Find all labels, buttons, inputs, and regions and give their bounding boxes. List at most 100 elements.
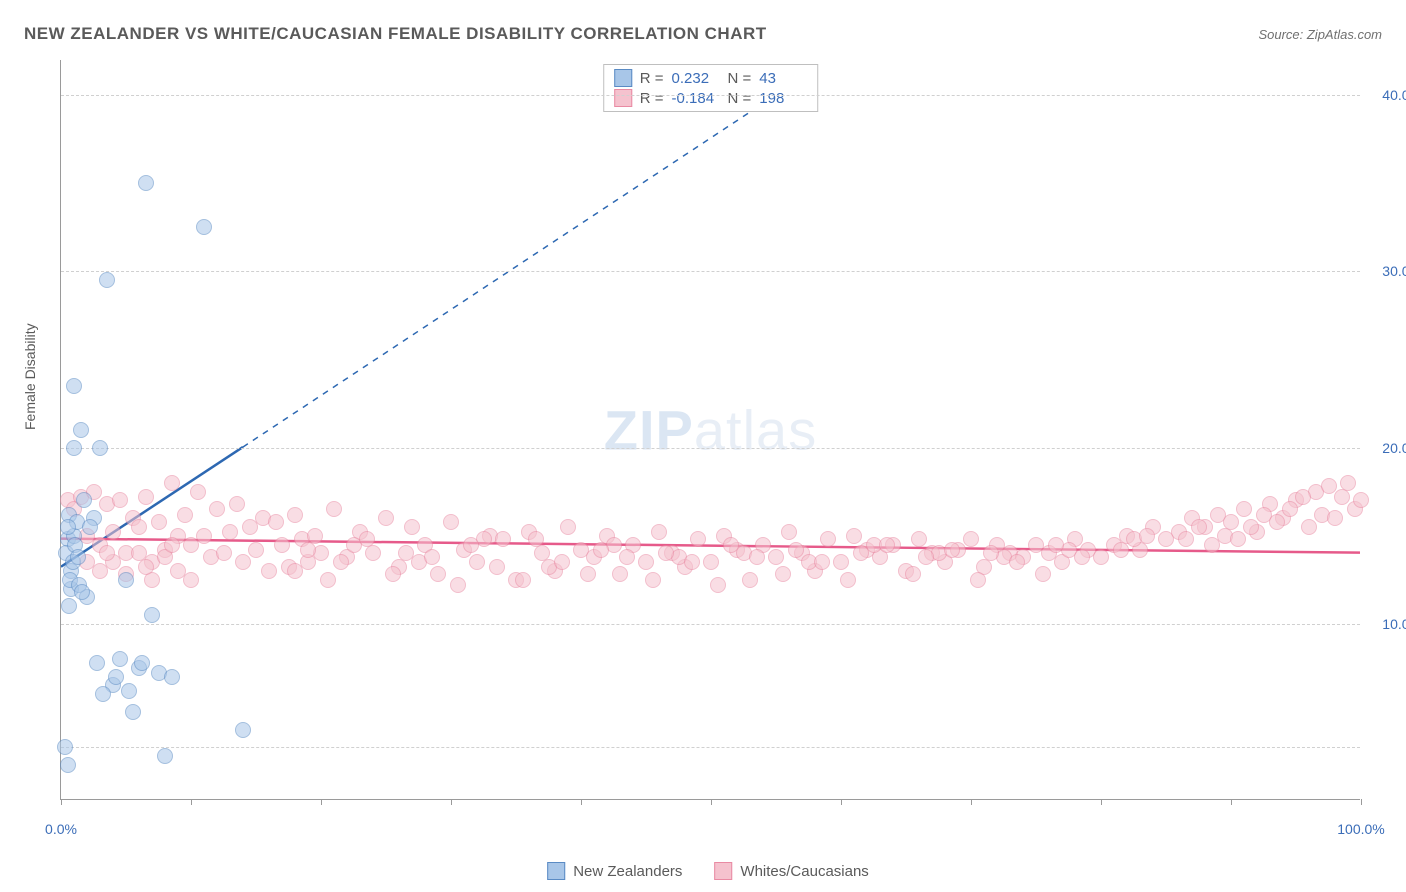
scatter-point-whites_caucasians — [177, 507, 193, 523]
x-tick-mark — [1101, 799, 1102, 805]
scatter-point-new_zealanders — [196, 219, 212, 235]
scatter-point-new_zealanders — [118, 572, 134, 588]
scatter-point-whites_caucasians — [612, 566, 628, 582]
scatter-point-whites_caucasians — [814, 554, 830, 570]
stats-swatch — [614, 89, 632, 107]
gridline-h — [61, 624, 1360, 625]
scatter-point-whites_caucasians — [138, 559, 154, 575]
x-tick-mark — [1231, 799, 1232, 805]
scatter-point-whites_caucasians — [164, 475, 180, 491]
scatter-point-whites_caucasians — [619, 549, 635, 565]
stats-n-label: N = — [728, 70, 752, 87]
scatter-point-whites_caucasians — [1282, 501, 1298, 517]
watermark-rest: atlas — [694, 398, 817, 461]
scatter-point-whites_caucasians — [781, 524, 797, 540]
x-tick-label: 0.0% — [45, 821, 77, 837]
scatter-point-whites_caucasians — [463, 537, 479, 553]
scatter-point-whites_caucasians — [1295, 489, 1311, 505]
scatter-point-whites_caucasians — [768, 549, 784, 565]
scatter-point-new_zealanders — [60, 757, 76, 773]
scatter-point-whites_caucasians — [690, 531, 706, 547]
scatter-point-whites_caucasians — [300, 542, 316, 558]
scatter-point-whites_caucasians — [274, 537, 290, 553]
scatter-point-whites_caucasians — [554, 554, 570, 570]
scatter-point-new_zealanders — [60, 519, 76, 535]
scatter-point-whites_caucasians — [820, 531, 836, 547]
scatter-point-new_zealanders — [76, 492, 92, 508]
chart-area: Female Disability ZIPatlas R =0.232N =43… — [38, 60, 1378, 840]
scatter-point-whites_caucasians — [905, 566, 921, 582]
scatter-point-whites_caucasians — [515, 572, 531, 588]
scatter-point-new_zealanders — [138, 175, 154, 191]
gridline-h — [61, 271, 1360, 272]
scatter-point-whites_caucasians — [287, 563, 303, 579]
scatter-point-new_zealanders — [95, 686, 111, 702]
trend-lines — [61, 60, 1360, 799]
scatter-point-whites_caucasians — [287, 507, 303, 523]
scatter-point-whites_caucasians — [450, 577, 466, 593]
scatter-point-whites_caucasians — [788, 542, 804, 558]
scatter-point-whites_caucasians — [1035, 566, 1051, 582]
scatter-point-whites_caucasians — [651, 524, 667, 540]
scatter-point-whites_caucasians — [105, 524, 121, 540]
scatter-point-whites_caucasians — [703, 554, 719, 570]
x-tick-mark — [581, 799, 582, 805]
scatter-point-whites_caucasians — [235, 554, 251, 570]
scatter-point-whites_caucasians — [398, 545, 414, 561]
scatter-point-new_zealanders — [99, 272, 115, 288]
scatter-point-whites_caucasians — [131, 519, 147, 535]
scatter-point-new_zealanders — [125, 704, 141, 720]
scatter-point-whites_caucasians — [528, 531, 544, 547]
scatter-point-new_zealanders — [73, 422, 89, 438]
scatter-point-whites_caucasians — [164, 537, 180, 553]
scatter-point-whites_caucasians — [268, 514, 284, 530]
chart-header: NEW ZEALANDER VS WHITE/CAUCASIAN FEMALE … — [0, 0, 1406, 52]
stats-n-value: 198 — [759, 90, 807, 107]
scatter-point-whites_caucasians — [918, 549, 934, 565]
legend-item-1: Whites/Caucasians — [714, 862, 868, 880]
stats-r-value: 0.232 — [672, 70, 720, 87]
scatter-point-whites_caucasians — [1353, 492, 1369, 508]
scatter-point-new_zealanders — [66, 440, 82, 456]
scatter-point-whites_caucasians — [853, 545, 869, 561]
x-tick-mark — [451, 799, 452, 805]
legend-label: New Zealanders — [573, 863, 682, 880]
scatter-point-whites_caucasians — [1334, 489, 1350, 505]
scatter-point-whites_caucasians — [424, 549, 440, 565]
scatter-point-whites_caucasians — [593, 542, 609, 558]
scatter-point-whites_caucasians — [1230, 531, 1246, 547]
gridline-h — [61, 747, 1360, 748]
stats-n-value: 43 — [759, 70, 807, 87]
scatter-point-whites_caucasians — [840, 572, 856, 588]
chart-legend: New Zealanders Whites/Caucasians — [547, 862, 869, 880]
x-tick-mark — [841, 799, 842, 805]
scatter-point-whites_caucasians — [1191, 519, 1207, 535]
watermark: ZIPatlas — [604, 397, 817, 462]
scatter-point-whites_caucasians — [495, 531, 511, 547]
scatter-point-whites_caucasians — [489, 559, 505, 575]
scatter-point-whites_caucasians — [684, 554, 700, 570]
scatter-point-whites_caucasians — [1327, 510, 1343, 526]
scatter-point-whites_caucasians — [963, 531, 979, 547]
scatter-point-whites_caucasians — [911, 531, 927, 547]
scatter-point-whites_caucasians — [209, 501, 225, 517]
scatter-point-whites_caucasians — [1178, 531, 1194, 547]
scatter-point-whites_caucasians — [222, 524, 238, 540]
scatter-point-whites_caucasians — [658, 545, 674, 561]
scatter-point-new_zealanders — [108, 669, 124, 685]
scatter-point-whites_caucasians — [326, 501, 342, 517]
x-tick-mark — [711, 799, 712, 805]
legend-swatch — [547, 862, 565, 880]
scatter-point-whites_caucasians — [430, 566, 446, 582]
scatter-point-whites_caucasians — [404, 519, 420, 535]
scatter-point-new_zealanders — [235, 722, 251, 738]
scatter-point-new_zealanders — [164, 669, 180, 685]
scatter-point-whites_caucasians — [1093, 549, 1109, 565]
scatter-point-whites_caucasians — [970, 572, 986, 588]
scatter-point-new_zealanders — [112, 651, 128, 667]
stats-r-label: R = — [640, 70, 664, 87]
scatter-point-whites_caucasians — [443, 514, 459, 530]
scatter-point-whites_caucasians — [1340, 475, 1356, 491]
scatter-point-whites_caucasians — [190, 484, 206, 500]
scatter-point-whites_caucasians — [378, 510, 394, 526]
